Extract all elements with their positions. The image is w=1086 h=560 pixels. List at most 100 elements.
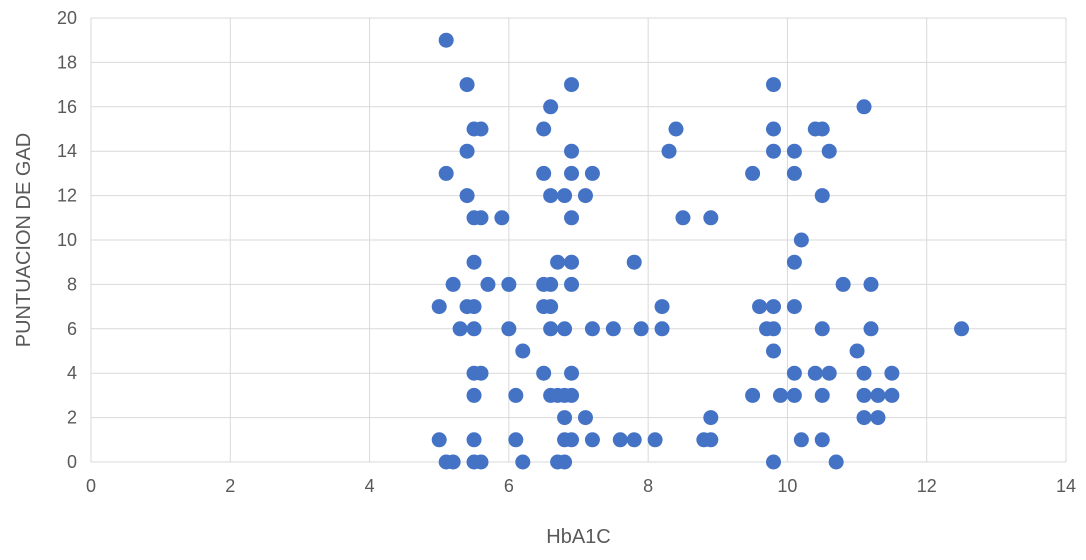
x-tick-label: 14 bbox=[1056, 476, 1076, 496]
data-point bbox=[786, 299, 802, 315]
data-point bbox=[835, 276, 851, 292]
y-tick-label: 18 bbox=[57, 52, 77, 72]
data-point bbox=[745, 387, 761, 403]
data-point bbox=[786, 387, 802, 403]
y-tick-label: 16 bbox=[57, 97, 77, 117]
data-point bbox=[564, 365, 580, 381]
data-point bbox=[786, 365, 802, 381]
data-point bbox=[466, 321, 482, 337]
data-point bbox=[752, 299, 768, 315]
y-tick-label: 8 bbox=[67, 274, 77, 294]
data-point bbox=[633, 321, 649, 337]
data-point bbox=[856, 410, 872, 426]
y-tick-label: 14 bbox=[57, 141, 77, 161]
data-point bbox=[515, 343, 531, 359]
y-tick-label: 0 bbox=[67, 452, 77, 472]
data-point bbox=[856, 387, 872, 403]
data-point bbox=[564, 432, 580, 448]
y-axis-ticks: 0 2 4 6 8 10 12 14 16 18 20 bbox=[57, 8, 77, 472]
data-point bbox=[675, 210, 691, 226]
data-point bbox=[508, 387, 524, 403]
x-tick-label: 8 bbox=[643, 476, 653, 496]
data-point bbox=[584, 432, 600, 448]
data-point bbox=[766, 343, 781, 359]
data-point bbox=[884, 387, 900, 403]
data-point bbox=[459, 77, 475, 93]
data-point bbox=[480, 276, 496, 292]
data-point bbox=[807, 365, 823, 381]
data-point bbox=[431, 432, 447, 448]
data-point bbox=[821, 143, 837, 159]
data-point bbox=[564, 387, 580, 403]
data-point bbox=[766, 121, 781, 137]
data-point bbox=[577, 410, 593, 426]
data-point bbox=[870, 387, 886, 403]
data-points bbox=[431, 32, 970, 470]
x-tick-label: 2 bbox=[225, 476, 235, 496]
data-point bbox=[557, 454, 573, 470]
data-point bbox=[543, 299, 559, 315]
data-point bbox=[494, 210, 510, 226]
data-point bbox=[557, 410, 573, 426]
data-point bbox=[536, 165, 552, 181]
data-point bbox=[564, 210, 580, 226]
data-point bbox=[536, 121, 552, 137]
data-point bbox=[508, 432, 524, 448]
data-point bbox=[466, 299, 482, 315]
data-point bbox=[856, 365, 872, 381]
data-point bbox=[564, 165, 580, 181]
x-axis-ticks: 0 2 4 6 8 10 12 14 bbox=[86, 476, 1076, 496]
x-tick-label: 6 bbox=[504, 476, 514, 496]
data-point bbox=[557, 321, 573, 337]
data-point bbox=[814, 121, 830, 137]
data-point bbox=[647, 432, 663, 448]
data-point bbox=[786, 254, 802, 270]
x-tick-label: 12 bbox=[917, 476, 937, 496]
data-point bbox=[550, 254, 566, 270]
data-point bbox=[626, 432, 642, 448]
x-tick-label: 0 bbox=[86, 476, 96, 496]
data-point bbox=[856, 99, 872, 115]
data-point bbox=[745, 165, 761, 181]
data-point bbox=[863, 276, 879, 292]
data-point bbox=[501, 321, 517, 337]
x-tick-label: 4 bbox=[365, 476, 375, 496]
data-point bbox=[473, 454, 489, 470]
data-point bbox=[766, 143, 781, 159]
data-point bbox=[786, 143, 802, 159]
data-point bbox=[766, 321, 781, 337]
data-point bbox=[814, 432, 830, 448]
data-point bbox=[473, 210, 489, 226]
y-axis-title: PUNTUACION DE GAD bbox=[13, 133, 35, 347]
data-point bbox=[466, 432, 482, 448]
data-point bbox=[793, 232, 809, 248]
data-point bbox=[654, 321, 670, 337]
data-point bbox=[543, 321, 559, 337]
data-point bbox=[473, 365, 489, 381]
data-point bbox=[772, 387, 788, 403]
data-point bbox=[605, 321, 621, 337]
data-point bbox=[814, 387, 830, 403]
data-point bbox=[703, 210, 719, 226]
data-point bbox=[793, 432, 809, 448]
data-point bbox=[564, 143, 580, 159]
x-tick-label: 10 bbox=[777, 476, 797, 496]
data-point bbox=[466, 387, 482, 403]
data-point bbox=[584, 165, 600, 181]
data-point bbox=[536, 365, 552, 381]
data-point bbox=[814, 188, 830, 204]
data-point bbox=[828, 454, 844, 470]
y-tick-label: 2 bbox=[67, 408, 77, 428]
data-point bbox=[445, 454, 461, 470]
data-point bbox=[954, 321, 970, 337]
data-point bbox=[766, 299, 781, 315]
data-point bbox=[766, 77, 781, 93]
y-tick-label: 6 bbox=[67, 319, 77, 339]
data-point bbox=[668, 121, 684, 137]
data-point bbox=[445, 276, 461, 292]
data-point bbox=[564, 276, 580, 292]
data-point bbox=[438, 165, 454, 181]
data-point bbox=[431, 299, 447, 315]
data-point bbox=[821, 365, 837, 381]
